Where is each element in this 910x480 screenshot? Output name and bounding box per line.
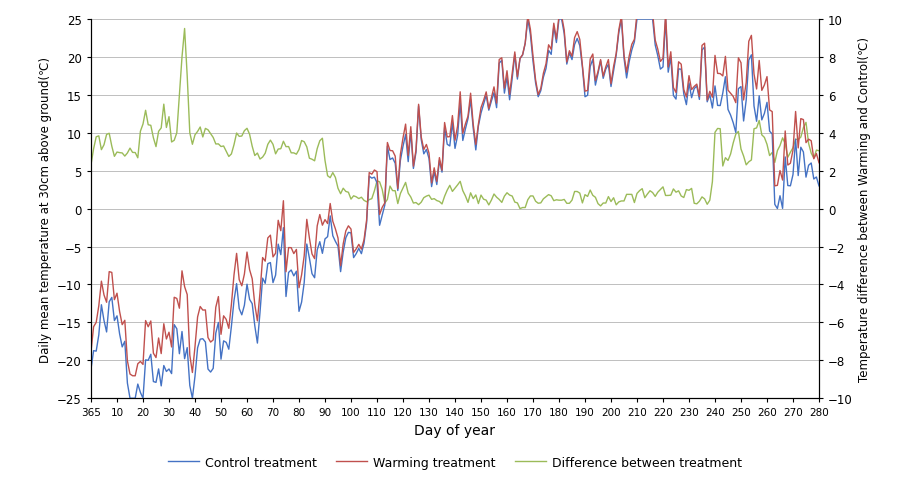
Warming treatment: [86, 349, 96, 355]
Y-axis label: Daily mean temperature at 30cm above ground(℃): Daily mean temperature at 30cm above gro…: [38, 57, 52, 362]
Difference between treatment: [814, 148, 824, 154]
Y-axis label: Temperature difference between Warming and Control(℃): Temperature difference between Warming a…: [858, 37, 872, 381]
Warming treatment: [244, 267, 255, 273]
Difference between treatment: [179, 26, 190, 32]
X-axis label: Day of year: Day of year: [414, 423, 496, 437]
Legend: Control treatment, Warming treatment, Difference between treatment: Control treatment, Warming treatment, Di…: [163, 451, 747, 474]
Difference between treatment: [244, 132, 255, 138]
Warming treatment: [814, 160, 824, 166]
Control treatment: [522, 17, 533, 23]
Warming treatment: [637, 9, 648, 15]
Difference between treatment: [426, 197, 437, 203]
Control treatment: [496, 58, 507, 64]
Control treatment: [426, 184, 437, 190]
Control treatment: [814, 184, 824, 190]
Line: Warming treatment: Warming treatment: [91, 12, 819, 376]
Difference between treatment: [686, 186, 697, 192]
Difference between treatment: [86, 162, 96, 168]
Warming treatment: [686, 87, 697, 93]
Warming treatment: [496, 56, 507, 61]
Control treatment: [244, 297, 255, 303]
Difference between treatment: [114, 150, 125, 156]
Warming treatment: [426, 180, 437, 186]
Control treatment: [86, 366, 96, 372]
Difference between treatment: [496, 200, 507, 206]
Line: Difference between treatment: Difference between treatment: [91, 29, 819, 209]
Control treatment: [686, 96, 697, 101]
Control treatment: [683, 81, 694, 87]
Control treatment: [114, 331, 125, 337]
Warming treatment: [683, 73, 694, 79]
Warming treatment: [130, 373, 141, 379]
Control treatment: [125, 396, 136, 401]
Difference between treatment: [683, 188, 694, 194]
Warming treatment: [114, 309, 125, 315]
Line: Control treatment: Control treatment: [91, 20, 819, 398]
Difference between treatment: [514, 206, 525, 212]
